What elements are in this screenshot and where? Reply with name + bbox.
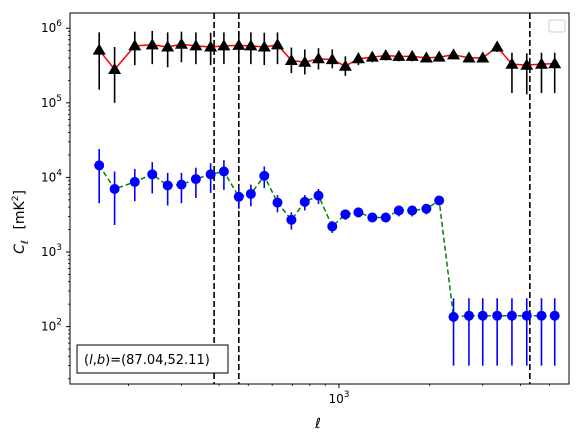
- data-point: [325, 53, 339, 65]
- y-tick-label: 103: [41, 243, 62, 259]
- data-point: [161, 40, 175, 52]
- data-point: [284, 53, 298, 65]
- data-point: [405, 49, 419, 61]
- data-point: [257, 40, 271, 52]
- data-point: [462, 51, 476, 63]
- data-point: [549, 310, 560, 321]
- data-point: [94, 160, 105, 171]
- data-point: [299, 196, 310, 207]
- data-point: [393, 205, 404, 216]
- data-point: [477, 310, 488, 321]
- data-point: [490, 40, 504, 52]
- data-point: [244, 39, 258, 51]
- data-point: [476, 51, 490, 63]
- data-point: [204, 40, 218, 52]
- data-point: [176, 179, 187, 190]
- data-point: [162, 180, 173, 191]
- data-point: [365, 50, 379, 62]
- data-point: [447, 48, 461, 60]
- data-point: [217, 39, 231, 51]
- data-point: [109, 183, 120, 194]
- data-point: [421, 203, 432, 214]
- data-point: [407, 205, 418, 216]
- data-point: [190, 174, 201, 185]
- data-point: [174, 37, 188, 49]
- data-point: [338, 59, 352, 71]
- data-point: [367, 212, 378, 223]
- data-point: [129, 176, 140, 187]
- data-point: [128, 39, 142, 51]
- data-point: [205, 169, 216, 180]
- series-layer: [92, 30, 562, 366]
- data-point: [245, 188, 256, 199]
- data-point: [505, 57, 519, 69]
- data-point: [270, 38, 284, 50]
- data-point: [419, 51, 433, 63]
- y-tick-label: 104: [41, 168, 62, 184]
- data-point: [92, 43, 106, 55]
- series-1: [94, 149, 560, 366]
- data-point: [534, 57, 548, 69]
- data-point: [521, 310, 532, 321]
- x-tick-label: 103: [328, 390, 349, 406]
- data-point: [298, 55, 312, 67]
- data-point: [313, 190, 324, 201]
- data-point: [189, 39, 203, 51]
- plot-frame: [69, 12, 570, 385]
- legend-box: [548, 19, 566, 33]
- data-point: [145, 38, 159, 50]
- data-point: [536, 310, 547, 321]
- data-point: [147, 169, 158, 180]
- ticks: 102 103 104 105 106 103: [41, 19, 550, 406]
- data-point: [392, 49, 406, 61]
- data-point: [448, 311, 459, 322]
- data-point: [492, 310, 503, 321]
- y-tick-label: 105: [41, 94, 62, 110]
- y-tick-label: 102: [41, 318, 62, 334]
- data-point: [327, 221, 338, 232]
- data-point: [108, 62, 122, 75]
- svg-text:(l,b)=(87.04,52.11): (l,b)=(87.04,52.11): [84, 353, 210, 368]
- data-point: [463, 310, 474, 321]
- data-point: [286, 214, 297, 225]
- data-point: [353, 207, 364, 218]
- data-point: [506, 310, 517, 321]
- data-point: [218, 166, 229, 177]
- data-point: [434, 195, 445, 206]
- data-point: [233, 191, 244, 202]
- data-point: [548, 57, 562, 69]
- y-tick-label: 106: [41, 19, 62, 35]
- data-point: [432, 50, 446, 62]
- axes: [69, 12, 570, 385]
- data-point: [520, 58, 534, 70]
- data-point: [351, 52, 365, 64]
- data-point: [380, 212, 391, 223]
- series-0: [92, 30, 562, 103]
- x-axis-label: ℓ: [314, 416, 321, 432]
- data-point: [272, 197, 283, 208]
- data-point: [259, 170, 270, 181]
- data-point: [232, 38, 246, 50]
- annotation-box: (l,b)=(87.04,52.11): [76, 344, 229, 374]
- data-point: [379, 49, 393, 61]
- data-point: [340, 209, 351, 220]
- y-axis-label: Cℓ [mK2]: [11, 190, 31, 254]
- data-point: [311, 52, 325, 64]
